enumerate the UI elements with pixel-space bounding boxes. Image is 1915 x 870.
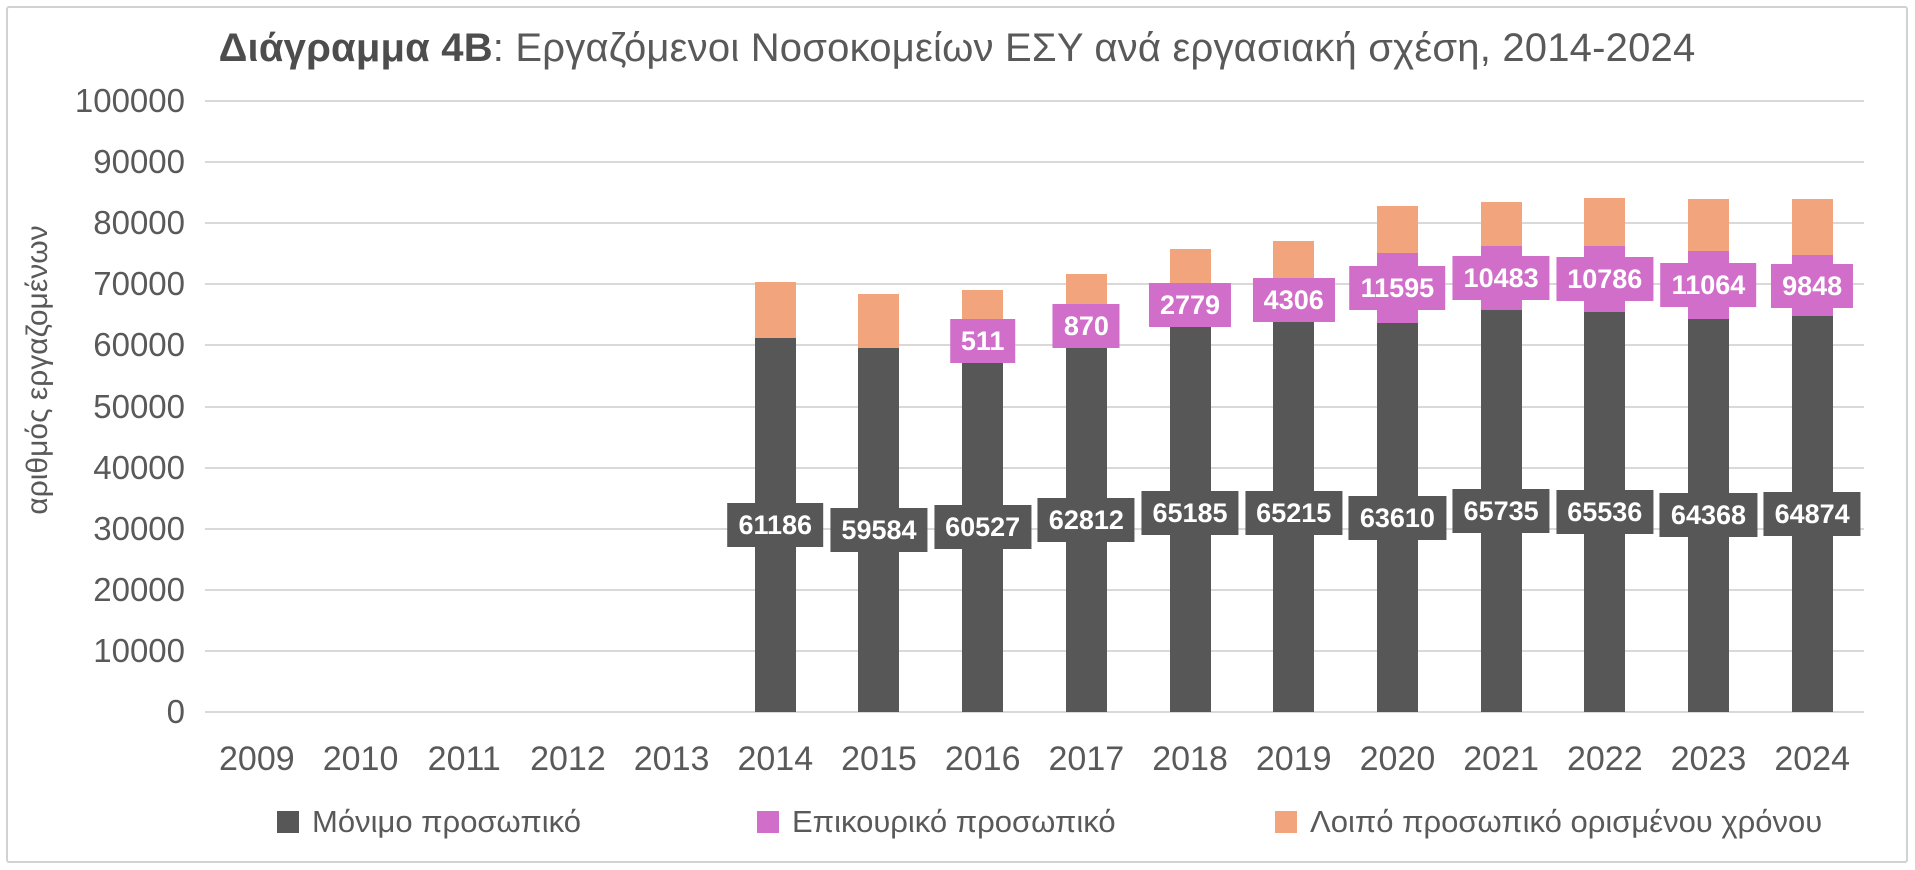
data-label-2021-series-0: 65735 xyxy=(1452,489,1550,534)
x-tick-label-2013: 2013 xyxy=(633,740,710,778)
x-tick-label-2012: 2012 xyxy=(530,740,606,778)
bar-2014-series-2 xyxy=(754,281,796,339)
data-label-2019-series-1: 4306 xyxy=(1252,278,1335,323)
data-label-2014-series-0: 61186 xyxy=(727,503,824,548)
chart-title-text: : Εργαζόμενοι Νοσοκομείων ΕΣΥ ανά εργασι… xyxy=(492,26,1696,70)
x-tick-label-2019: 2019 xyxy=(1255,740,1332,778)
gridline-50000 xyxy=(205,405,1864,408)
y-tick-label-30000: 30000 xyxy=(93,509,185,547)
data-label-2023-series-1: 11064 xyxy=(1660,262,1757,307)
gridline-10000 xyxy=(205,649,1864,652)
chart-frame: Διάγραμμα 4Β: Εργαζόμενοι Νοσοκομείων ΕΣ… xyxy=(6,6,1908,863)
data-label-2017-series-1: 870 xyxy=(1052,303,1120,348)
data-label-2021-series-1: 10483 xyxy=(1452,256,1550,301)
gridline-70000 xyxy=(205,283,1864,286)
data-label-2022-series-0: 65536 xyxy=(1556,489,1654,534)
x-tick-label-2010: 2010 xyxy=(322,740,399,778)
legend-item-0: Μόνιμο προσωπικό xyxy=(277,802,581,842)
x-tick-label-2016: 2016 xyxy=(944,740,1021,778)
y-tick-label-60000: 60000 xyxy=(93,326,185,364)
chart-title: Διάγραμμα 4Β: Εργαζόμενοι Νοσοκομείων ΕΣ… xyxy=(8,26,1906,71)
bar-2024-series-2 xyxy=(1791,198,1833,256)
y-tick-label-80000: 80000 xyxy=(93,204,185,242)
gridline-0 xyxy=(205,711,1864,713)
x-tick-label-2023: 2023 xyxy=(1670,740,1747,778)
bar-2020-series-2 xyxy=(1376,206,1418,253)
bar-2015-series-2 xyxy=(858,293,900,348)
x-tick-label-2022: 2022 xyxy=(1566,740,1643,778)
data-label-2018-series-0: 65185 xyxy=(1141,490,1239,535)
plot-area: 61186 59584 60527 511 62812 870 65185 2779 65215… xyxy=(205,100,1864,713)
gridline-20000 xyxy=(205,588,1864,591)
gridline-80000 xyxy=(205,222,1864,225)
y-tick-label-10000: 10000 xyxy=(93,631,185,669)
data-label-2015-series-0: 59584 xyxy=(830,507,928,552)
chart-title-prefix: Διάγραμμα 4Β xyxy=(218,26,493,70)
gridline-30000 xyxy=(205,527,1864,530)
gridline-40000 xyxy=(205,466,1864,469)
gridline-100000 xyxy=(205,100,1864,102)
x-tick-label-2011: 2011 xyxy=(427,740,501,778)
x-tick-label-2024: 2024 xyxy=(1774,740,1850,778)
x-tick-label-2018: 2018 xyxy=(1152,740,1228,778)
legend-item-1: Επικουρικό προσωπικό xyxy=(757,802,1116,842)
x-tick-label-2020: 2020 xyxy=(1359,740,1436,778)
y-tick-label-90000: 90000 xyxy=(93,143,185,181)
data-label-2018-series-1: 2779 xyxy=(1148,283,1232,328)
gridline-90000 xyxy=(205,161,1864,164)
x-tick-label-2017: 2017 xyxy=(1048,740,1125,778)
data-label-2019-series-0: 65215 xyxy=(1245,490,1343,535)
data-label-2017-series-0: 62812 xyxy=(1037,498,1135,543)
data-label-2024-series-0: 64874 xyxy=(1763,491,1861,536)
y-tick-label-20000: 20000 xyxy=(93,570,185,608)
data-label-2024-series-1: 9848 xyxy=(1771,263,1854,308)
bar-2022-series-2 xyxy=(1584,198,1626,246)
x-tick-label-2009: 2009 xyxy=(219,740,295,778)
data-label-2016-series-0: 60527 xyxy=(934,505,1032,550)
y-tick-label-0: 0 xyxy=(166,693,185,730)
legend-swatch-1 xyxy=(757,811,779,833)
legend-label-0: Μόνιμο προσωπικό xyxy=(312,804,581,839)
legend-label-2: Λοιπό προσωπικό ορισμένου χρόνου xyxy=(1310,804,1823,839)
legend-label-1: Επικουρικό προσωπικό xyxy=(792,804,1116,839)
y-tick-label-70000: 70000 xyxy=(93,265,185,303)
bar-2023-series-2 xyxy=(1687,198,1729,252)
x-tick-label-2021: 2021 xyxy=(1463,740,1539,778)
y-tick-label-50000: 50000 xyxy=(93,387,185,425)
data-label-2022-series-1: 10786 xyxy=(1556,256,1654,301)
data-label-2023-series-0: 64368 xyxy=(1659,493,1758,538)
x-tick-label-2015: 2015 xyxy=(841,740,917,778)
data-label-2016-series-1: 511 xyxy=(949,318,1016,363)
legend-swatch-0 xyxy=(277,811,299,833)
legend-swatch-2 xyxy=(1275,811,1297,833)
x-tick-label-2014: 2014 xyxy=(737,740,814,778)
bar-2021-series-2 xyxy=(1480,201,1522,247)
legend-item-2: Λοιπό προσωπικό ορισμένου χρόνου xyxy=(1275,802,1822,842)
gridline-60000 xyxy=(205,344,1864,347)
data-label-2020-series-0: 63610 xyxy=(1348,495,1446,540)
data-label-2020-series-1: 11595 xyxy=(1349,265,1446,310)
y-tick-label-100000: 100000 xyxy=(74,82,185,119)
y-tick-label-40000: 40000 xyxy=(93,448,185,486)
